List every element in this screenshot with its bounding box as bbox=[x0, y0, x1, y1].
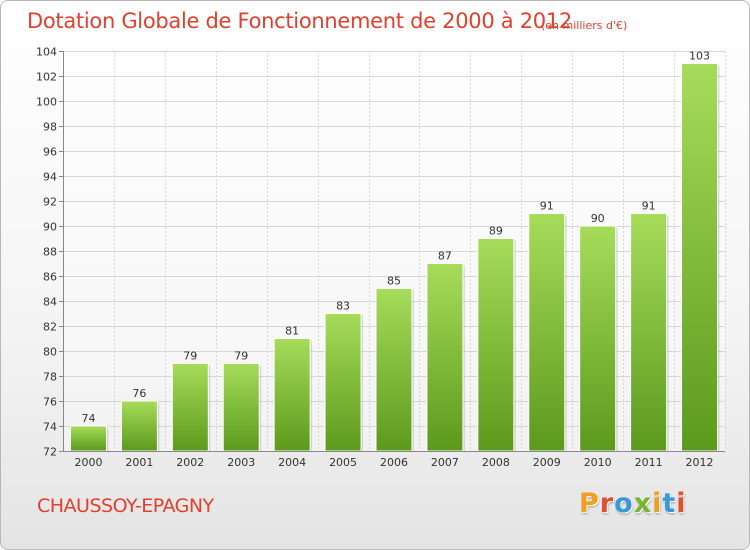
y-tick-label: 80 bbox=[43, 346, 57, 359]
x-tick-label: 2011 bbox=[635, 456, 663, 469]
bars bbox=[69, 63, 720, 452]
logo-letter: P bbox=[579, 488, 600, 519]
proxiti-logo: Proxiti bbox=[579, 488, 687, 519]
bar bbox=[120, 400, 158, 452]
data-label: 85 bbox=[387, 275, 401, 288]
logo-letter: r bbox=[599, 488, 615, 519]
data-label: 76 bbox=[132, 387, 146, 400]
y-tick-label: 82 bbox=[43, 321, 57, 334]
y-tick-label: 74 bbox=[43, 421, 57, 434]
x-tick-label: 2005 bbox=[329, 456, 357, 469]
data-label: 90 bbox=[591, 212, 605, 225]
data-label: 91 bbox=[540, 200, 554, 213]
x-tick-label: 2010 bbox=[584, 456, 612, 469]
y-tick-label: 88 bbox=[43, 246, 57, 259]
y-tick-label: 86 bbox=[43, 271, 57, 284]
y-tick-label: 78 bbox=[43, 371, 57, 384]
bar bbox=[222, 363, 260, 452]
logo-letter: o bbox=[614, 488, 634, 519]
bar bbox=[171, 363, 209, 452]
bar bbox=[630, 213, 668, 452]
x-tick-label: 2004 bbox=[278, 456, 306, 469]
y-tick-label: 76 bbox=[43, 396, 57, 409]
x-tick-label: 2012 bbox=[686, 456, 714, 469]
bar bbox=[579, 225, 617, 452]
x-tick-label: 2007 bbox=[431, 456, 459, 469]
data-label: 91 bbox=[642, 200, 656, 213]
bar bbox=[69, 425, 107, 452]
y-tick-label: 96 bbox=[43, 146, 57, 159]
bar bbox=[681, 63, 719, 452]
y-tick-label: 100 bbox=[36, 96, 57, 109]
y-tick-label: 102 bbox=[36, 71, 57, 84]
commune-name: CHAUSSOY-EPAGNY bbox=[37, 495, 214, 517]
data-label: 87 bbox=[438, 250, 452, 263]
axes bbox=[59, 51, 725, 452]
bar bbox=[528, 213, 566, 452]
bar bbox=[375, 288, 413, 452]
data-label: 83 bbox=[336, 300, 350, 313]
y-tick-label: 92 bbox=[43, 196, 57, 209]
data-label: 81 bbox=[285, 325, 299, 338]
y-tick-label: 84 bbox=[43, 296, 57, 309]
bar bbox=[477, 238, 515, 452]
labels: 72 74 76 78 80 82 84 86 88 90 92 94 96 98 100 102 104 74 2… bbox=[36, 46, 714, 470]
x-tick-label: 2002 bbox=[176, 456, 204, 469]
x-tick-label: 2006 bbox=[380, 456, 408, 469]
x-tick-label: 2008 bbox=[482, 456, 510, 469]
bar bbox=[426, 263, 464, 452]
logo-letter: i bbox=[652, 488, 663, 519]
y-tick-label: 98 bbox=[43, 121, 57, 134]
y-tick-label: 72 bbox=[43, 446, 57, 459]
x-tick-label: 2009 bbox=[533, 456, 561, 469]
x-tick-label: 2001 bbox=[125, 456, 153, 469]
data-label: 74 bbox=[81, 412, 95, 425]
x-tick-label: 2000 bbox=[74, 456, 102, 469]
y-tick-label: 90 bbox=[43, 221, 57, 234]
data-label: 79 bbox=[234, 350, 248, 363]
data-label: 103 bbox=[689, 50, 710, 63]
logo-letter: t bbox=[662, 488, 677, 519]
chart-unit: (en milliers d'€) bbox=[541, 19, 628, 32]
bar bbox=[324, 313, 362, 452]
data-label: 79 bbox=[183, 350, 197, 363]
logo-letter: x bbox=[633, 488, 653, 519]
y-tick-label: 94 bbox=[43, 171, 57, 184]
data-label: 89 bbox=[489, 225, 503, 238]
bar bbox=[273, 338, 311, 452]
y-tick-label: 104 bbox=[36, 46, 57, 59]
chart-title: Dotation Globale de Fonctionnement de 20… bbox=[27, 9, 572, 33]
logo-letter: i bbox=[676, 488, 687, 519]
x-tick-label: 2003 bbox=[227, 456, 255, 469]
